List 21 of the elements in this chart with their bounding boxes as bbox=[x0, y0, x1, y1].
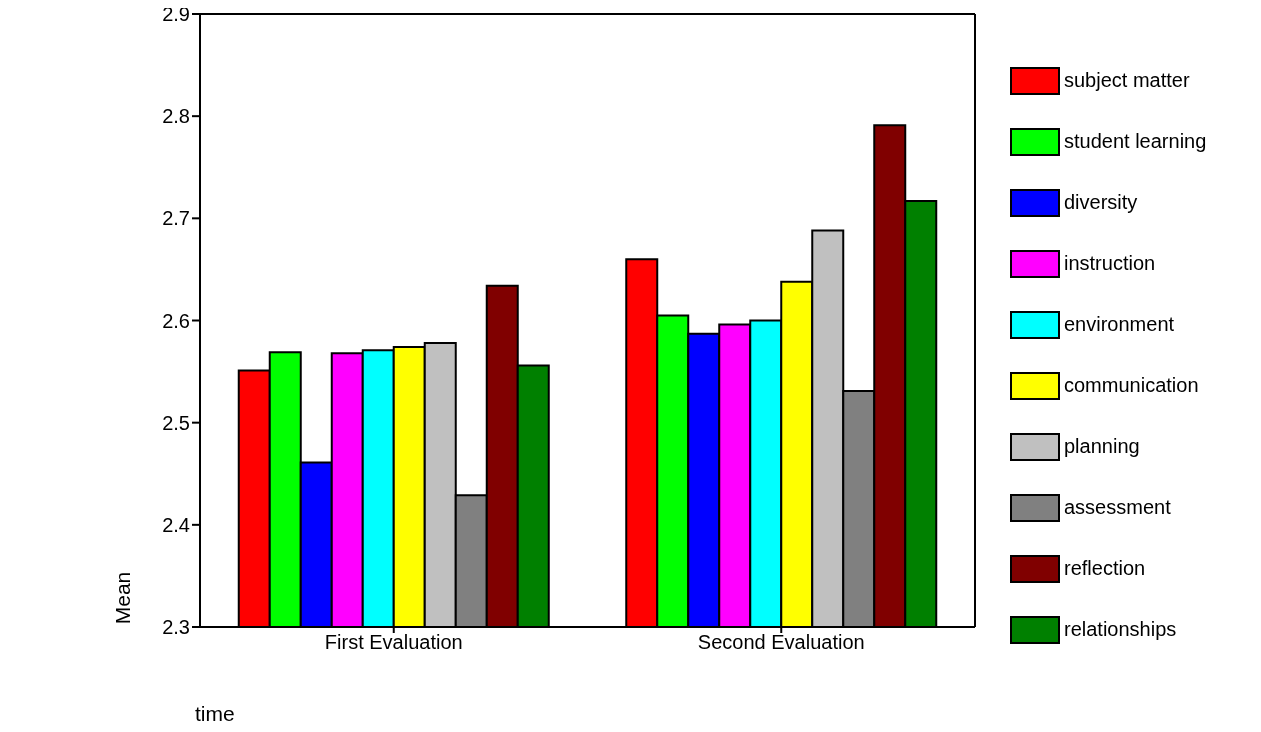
legend-label: communication bbox=[1064, 374, 1199, 397]
x-axis-title: time bbox=[195, 702, 235, 726]
y-tick-label: 2.9 bbox=[162, 3, 190, 26]
legend-label: assessment bbox=[1064, 496, 1171, 519]
y-tick-label: 2.8 bbox=[162, 105, 190, 128]
y-axis-title: Mean bbox=[111, 571, 135, 625]
y-tick-label: 2.5 bbox=[162, 411, 190, 434]
legend-label: student learning bbox=[1064, 130, 1207, 153]
legend-label: planning bbox=[1064, 435, 1140, 458]
legend-label: environment bbox=[1064, 313, 1175, 336]
legend-label: subject matter bbox=[1064, 69, 1190, 92]
y-tick-label: 2.4 bbox=[162, 513, 190, 536]
y-tick-label: 2.6 bbox=[162, 309, 190, 332]
x-tick-label: First Evaluation bbox=[324, 631, 463, 654]
legend-label: instruction bbox=[1064, 252, 1156, 275]
x-tick-label: Second Evaluation bbox=[697, 631, 865, 654]
legend-label: relationships bbox=[1064, 618, 1177, 641]
y-tick-label: 2.3 bbox=[162, 616, 190, 639]
legend-label: diversity bbox=[1064, 191, 1138, 214]
legend-label: reflection bbox=[1064, 557, 1146, 580]
y-tick-label: 2.7 bbox=[162, 207, 190, 230]
